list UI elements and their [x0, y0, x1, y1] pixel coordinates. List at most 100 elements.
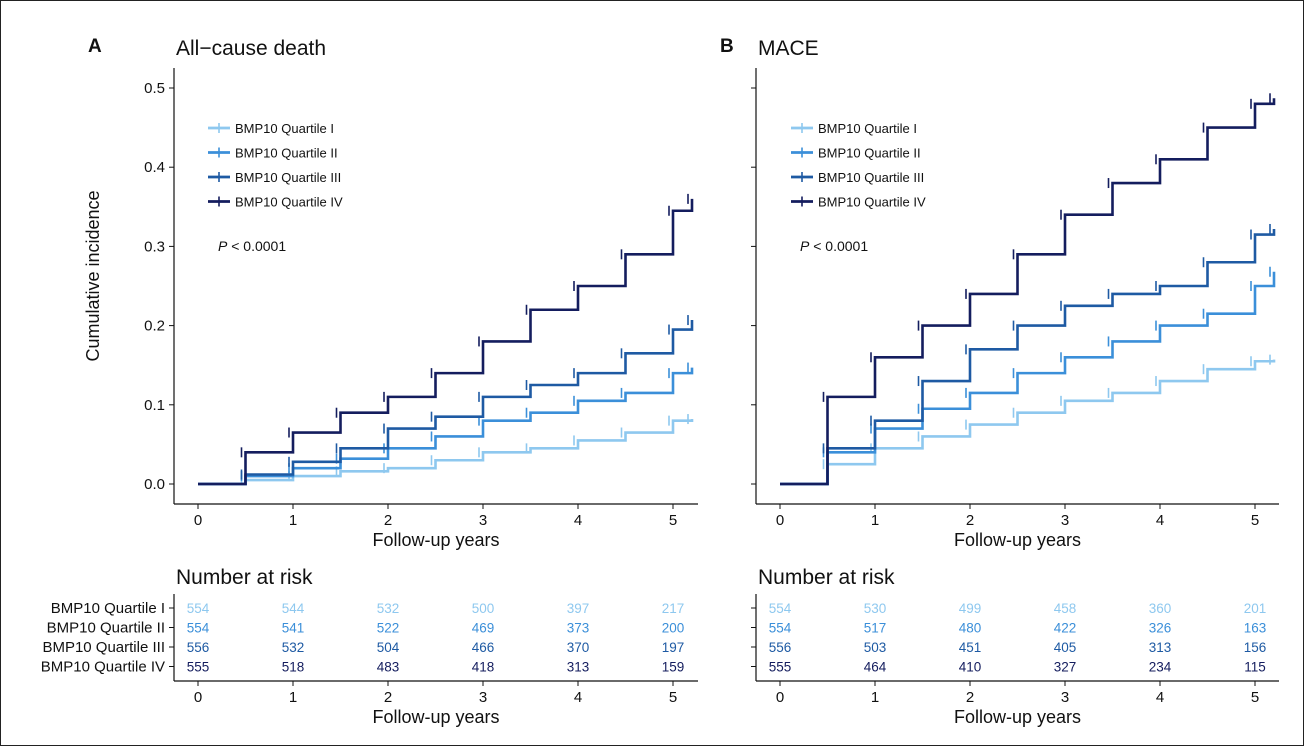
y-tick-label: 0.0: [144, 476, 165, 493]
series-line: [198, 320, 694, 486]
risk-count: 370: [567, 640, 590, 655]
series-line: [780, 98, 1276, 486]
risk-count: 200: [662, 621, 685, 636]
risk-count: 555: [187, 660, 210, 675]
x-tick-label: 2: [966, 512, 974, 529]
risk-count: 458: [1054, 601, 1077, 616]
risk-count: 532: [282, 640, 305, 655]
x-tick-label: 4: [1156, 512, 1164, 529]
x-tick-label: 1: [871, 512, 879, 529]
p-value-text: < 0.0001: [227, 238, 286, 254]
x-tick-label: 1: [289, 512, 297, 529]
risk-x-tick-label: 3: [1061, 689, 1069, 706]
risk-count: 159: [662, 660, 685, 675]
risk-x-tick-label: 1: [289, 689, 297, 706]
risk-row-label: BMP10 Quartile II: [47, 620, 165, 637]
panel-title: All−cause death: [176, 37, 326, 60]
x-tick-label: 0: [776, 512, 784, 529]
risk-count: 499: [959, 601, 982, 616]
legend-label: BMP10 Quartile IV: [818, 195, 926, 210]
risk-count: 503: [864, 640, 887, 655]
p-value: P < 0.0001: [218, 238, 286, 254]
series-line: [780, 228, 1276, 486]
risk-count: 313: [567, 660, 590, 675]
y-tick-label: 0.2: [144, 318, 165, 335]
x-tick-label: 5: [669, 512, 677, 529]
risk-x-tick-label: 0: [776, 689, 784, 706]
risk-x-tick-label: 1: [871, 689, 879, 706]
risk-count: 544: [282, 601, 305, 616]
risk-count: 554: [769, 621, 792, 636]
risk-row-label: BMP10 Quartile III: [42, 639, 165, 656]
series-line: [780, 359, 1276, 486]
risk-x-tick-label: 3: [479, 689, 487, 706]
risk-x-tick-label: 0: [194, 689, 202, 706]
risk-count: 556: [187, 640, 210, 655]
risk-count: 405: [1054, 640, 1077, 655]
risk-x-tick-label: 2: [384, 689, 392, 706]
risk-count: 532: [377, 601, 400, 616]
risk-x-tick-label: 4: [1156, 689, 1164, 706]
risk-count: 326: [1149, 621, 1172, 636]
y-tick-label: 0.4: [144, 159, 165, 176]
legend-label: BMP10 Quartile II: [235, 146, 338, 161]
risk-count: 554: [769, 601, 792, 616]
risk-x-tick-label: 4: [574, 689, 582, 706]
series-line: [198, 198, 694, 486]
x-tick-label: 4: [574, 512, 582, 529]
risk-count: 500: [472, 601, 495, 616]
legend-label: BMP10 Quartile II: [818, 146, 921, 161]
p-value-text: < 0.0001: [809, 238, 868, 254]
risk-count: 373: [567, 621, 590, 636]
panel-letter: B: [720, 36, 734, 57]
legend-label: BMP10 Quartile IV: [235, 195, 343, 210]
y-tick-label: 0.3: [144, 238, 165, 255]
risk-count: 217: [662, 601, 685, 616]
risk-count: 554: [187, 601, 210, 616]
risk-x-tick-label: 5: [1251, 689, 1259, 706]
series-line: [198, 367, 694, 486]
series-line: [780, 271, 1276, 486]
risk-count: 530: [864, 601, 887, 616]
risk-count: 464: [864, 660, 887, 675]
legend-label: BMP10 Quartile I: [818, 121, 917, 136]
legend-label: BMP10 Quartile III: [235, 170, 341, 185]
risk-count: 422: [1054, 621, 1077, 636]
risk-count: 504: [377, 640, 400, 655]
risk-count: 517: [864, 621, 887, 636]
risk-count: 522: [377, 621, 400, 636]
risk-count: 541: [282, 621, 305, 636]
x-axis-title: Follow-up years: [372, 530, 499, 550]
risk-row-label: BMP10 Quartile I: [51, 600, 165, 617]
series-line: [198, 419, 694, 486]
risk-count: 554: [187, 621, 210, 636]
risk-count: 360: [1149, 601, 1172, 616]
x-tick-label: 3: [479, 512, 487, 529]
x-tick-label: 2: [384, 512, 392, 529]
risk-count: 163: [1244, 621, 1267, 636]
risk-count: 156: [1244, 640, 1267, 655]
risk-count: 480: [959, 621, 982, 636]
risk-x-axis-title: Follow-up years: [954, 707, 1081, 727]
x-tick-label: 0: [194, 512, 202, 529]
risk-count: 197: [662, 640, 685, 655]
y-tick-label: 0.1: [144, 397, 165, 414]
risk-count: 518: [282, 660, 305, 675]
risk-row-label: BMP10 Quartile IV: [41, 659, 165, 676]
risk-count: 201: [1244, 601, 1267, 616]
panel-a: A All−cause death 0.0 0.1 0.2 0.3 0.4 0.5 0 1 2 3 4 5…: [41, 36, 698, 727]
x-axis-title: Follow-up years: [954, 530, 1081, 550]
legend-label: BMP10 Quartile I: [235, 121, 334, 136]
p-symbol: P: [218, 238, 228, 254]
risk-table-title: Number at risk: [758, 566, 895, 589]
p-symbol: P: [800, 238, 810, 254]
y-axis-title: Cumulative incidence: [83, 190, 103, 361]
x-tick-label: 5: [1251, 512, 1259, 529]
risk-count: 313: [1149, 640, 1172, 655]
legend-label: BMP10 Quartile III: [818, 170, 924, 185]
p-value: P < 0.0001: [800, 238, 868, 254]
risk-count: 451: [959, 640, 982, 655]
risk-count: 483: [377, 660, 400, 675]
